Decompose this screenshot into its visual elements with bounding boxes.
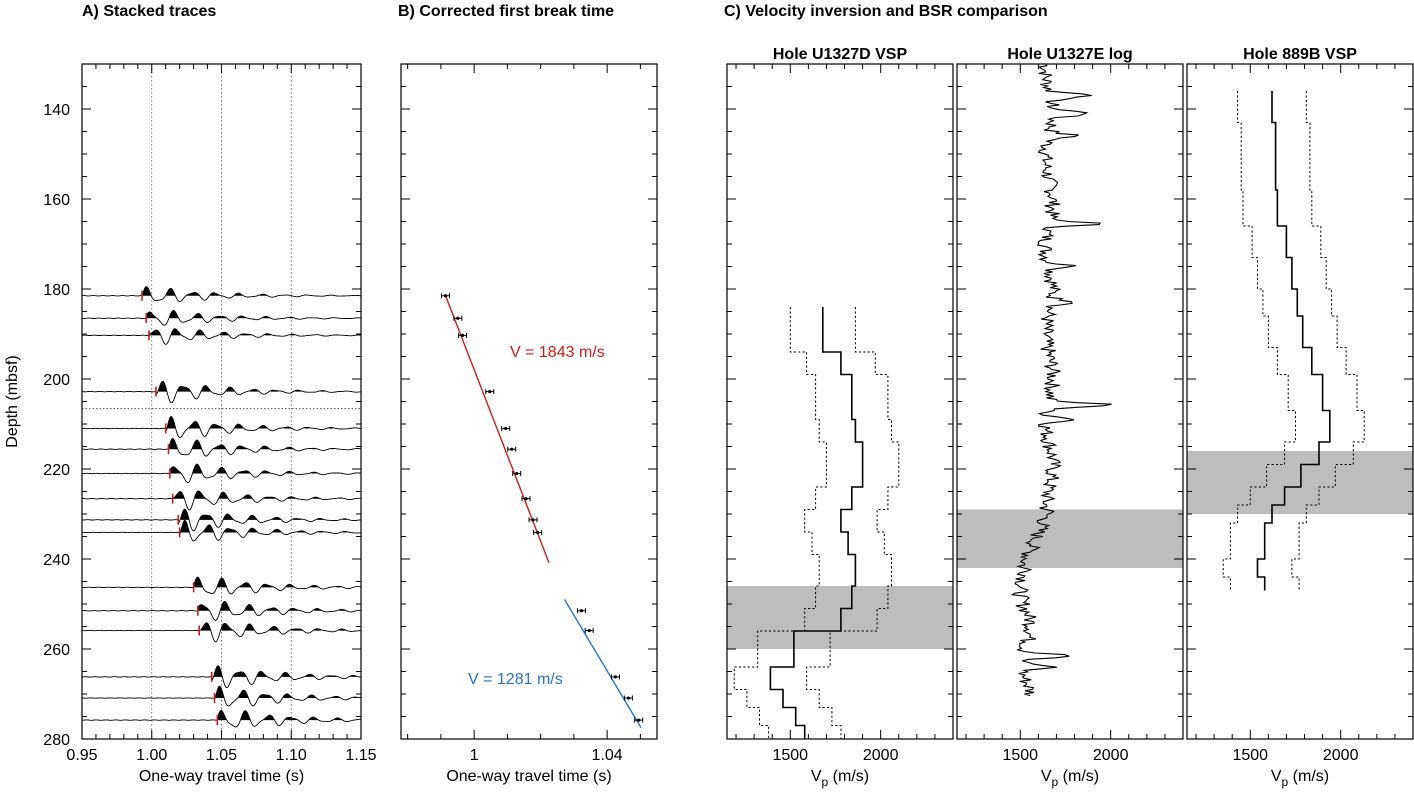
- panel-a-xlabel: One-way travel time (s): [139, 768, 304, 785]
- trace-fill: [167, 416, 334, 429]
- subplot-frame: [956, 63, 1184, 740]
- data-point: [626, 696, 631, 700]
- panel-a-ytick-label: 160: [43, 192, 70, 209]
- fit-label-blue: V = 1281 m/s: [468, 671, 563, 688]
- trace-fill: [170, 464, 318, 474]
- panel-a-ytick-label: 200: [43, 372, 70, 389]
- subplot-title: Hole U1327E log: [1007, 46, 1132, 63]
- vertical-guides: [151, 64, 292, 739]
- panel-a-xtick-label: 1.00: [136, 747, 167, 764]
- data-point: [504, 426, 508, 431]
- fit-label-red: V = 1843 m/s: [510, 344, 605, 361]
- subplot-xlabel: Vp (m/s): [811, 768, 869, 789]
- axis-text: 0.95 1.00 1.05 1.10 1.15 140 160 180 200 220 240 26…: [4, 46, 1359, 789]
- trace-line: [82, 520, 361, 542]
- data-point: [460, 333, 465, 337]
- panel-a-ytick-label: 180: [43, 282, 70, 299]
- data-point: [587, 628, 591, 633]
- panel-a-xtick-label: 1.15: [345, 747, 376, 764]
- panel-a-xtick-label: 1.10: [276, 747, 307, 764]
- panel-b-xlabel: One-way travel time (s): [446, 768, 611, 785]
- subplot-xtick-label: 2000: [863, 747, 899, 764]
- subplot-xtick-label: 2000: [1093, 747, 1129, 764]
- panel-a-ytick-label: 140: [43, 102, 70, 119]
- panel-a-xtick-label: 0.95: [66, 747, 97, 764]
- axes: [81, 63, 1414, 740]
- velocity-profile: [1256, 91, 1331, 591]
- trace-fill: [173, 491, 342, 499]
- stacked-traces: [81, 286, 362, 728]
- panel-b-frame: [400, 63, 658, 740]
- data-point: [531, 518, 535, 522]
- panel-a-ytick-label: 240: [43, 552, 70, 569]
- trace-fill: [142, 286, 267, 296]
- data-point: [524, 497, 528, 501]
- trace-fill: [213, 665, 357, 677]
- trace-fill: [149, 328, 295, 336]
- velocity-upper-bound: [806, 307, 900, 739]
- fit-line: [444, 295, 550, 563]
- data-point: [510, 447, 514, 451]
- panel-a-ytick-label: 220: [43, 462, 70, 479]
- panel-a-title: A) Stacked traces: [82, 3, 216, 20]
- bsr-bands: [727, 451, 1413, 649]
- data-point: [488, 390, 492, 394]
- bsr-band: [1187, 451, 1413, 514]
- velocity-lower-bound: [733, 307, 827, 739]
- subplot-xlabel: Vp (m/s): [1271, 768, 1329, 789]
- trace-fill: [198, 601, 345, 611]
- bsr-band: [727, 586, 953, 649]
- subplot-xlabel: Vp (m/s): [1041, 768, 1099, 789]
- panel-a-ytick-label: 260: [43, 642, 70, 659]
- trace-line: [81, 380, 362, 404]
- data-point: [515, 471, 519, 476]
- subplot-title: Hole 889B VSP: [1243, 46, 1357, 63]
- panel-b-xtick-label: 1: [470, 747, 479, 764]
- trace-fill: [218, 710, 361, 721]
- velocity-lower-bound: [1222, 91, 1296, 591]
- velocity-profile: [769, 307, 864, 739]
- trace-fill: [201, 622, 346, 631]
- velocity-upper-bound: [1291, 91, 1365, 591]
- panel-a-ylabel: Depth (mbsf): [4, 355, 21, 447]
- subplot-xtick-label: 1500: [1002, 747, 1038, 764]
- data-point: [579, 609, 584, 613]
- trace-fill: [146, 310, 294, 319]
- subplot-frame: [1186, 63, 1414, 740]
- subplot-xtick-label: 1500: [1232, 747, 1268, 764]
- data-series: [441, 63, 1365, 739]
- panel-b-title: B) Corrected first break time: [398, 3, 614, 20]
- trace-fill: [181, 509, 347, 520]
- bsr-band: [957, 509, 1183, 568]
- trace-fill: [194, 577, 341, 588]
- data-point: [637, 718, 641, 722]
- fit-line: [563, 599, 642, 729]
- subplot-xtick-label: 1500: [772, 747, 808, 764]
- subplot-xtick-label: 2000: [1323, 747, 1359, 764]
- panel-b-xtick-label: 1.04: [592, 747, 623, 764]
- trace-fill: [215, 686, 358, 698]
- sonic-log-curve: [1010, 63, 1112, 697]
- data-point: [456, 316, 460, 320]
- data-point: [443, 294, 448, 298]
- trace-line: [82, 508, 361, 532]
- panel-a-ytick-label: 280: [43, 732, 70, 749]
- subplot-title: Hole U1327D VSP: [773, 46, 908, 63]
- data-point: [536, 530, 540, 535]
- panel-a-xtick-label: 1.05: [206, 747, 237, 764]
- data-point: [613, 675, 618, 679]
- panel-c-title: C) Velocity inversion and BSR comparison: [724, 3, 1048, 20]
- trace-line: [81, 286, 362, 303]
- trace-line: [82, 416, 362, 438]
